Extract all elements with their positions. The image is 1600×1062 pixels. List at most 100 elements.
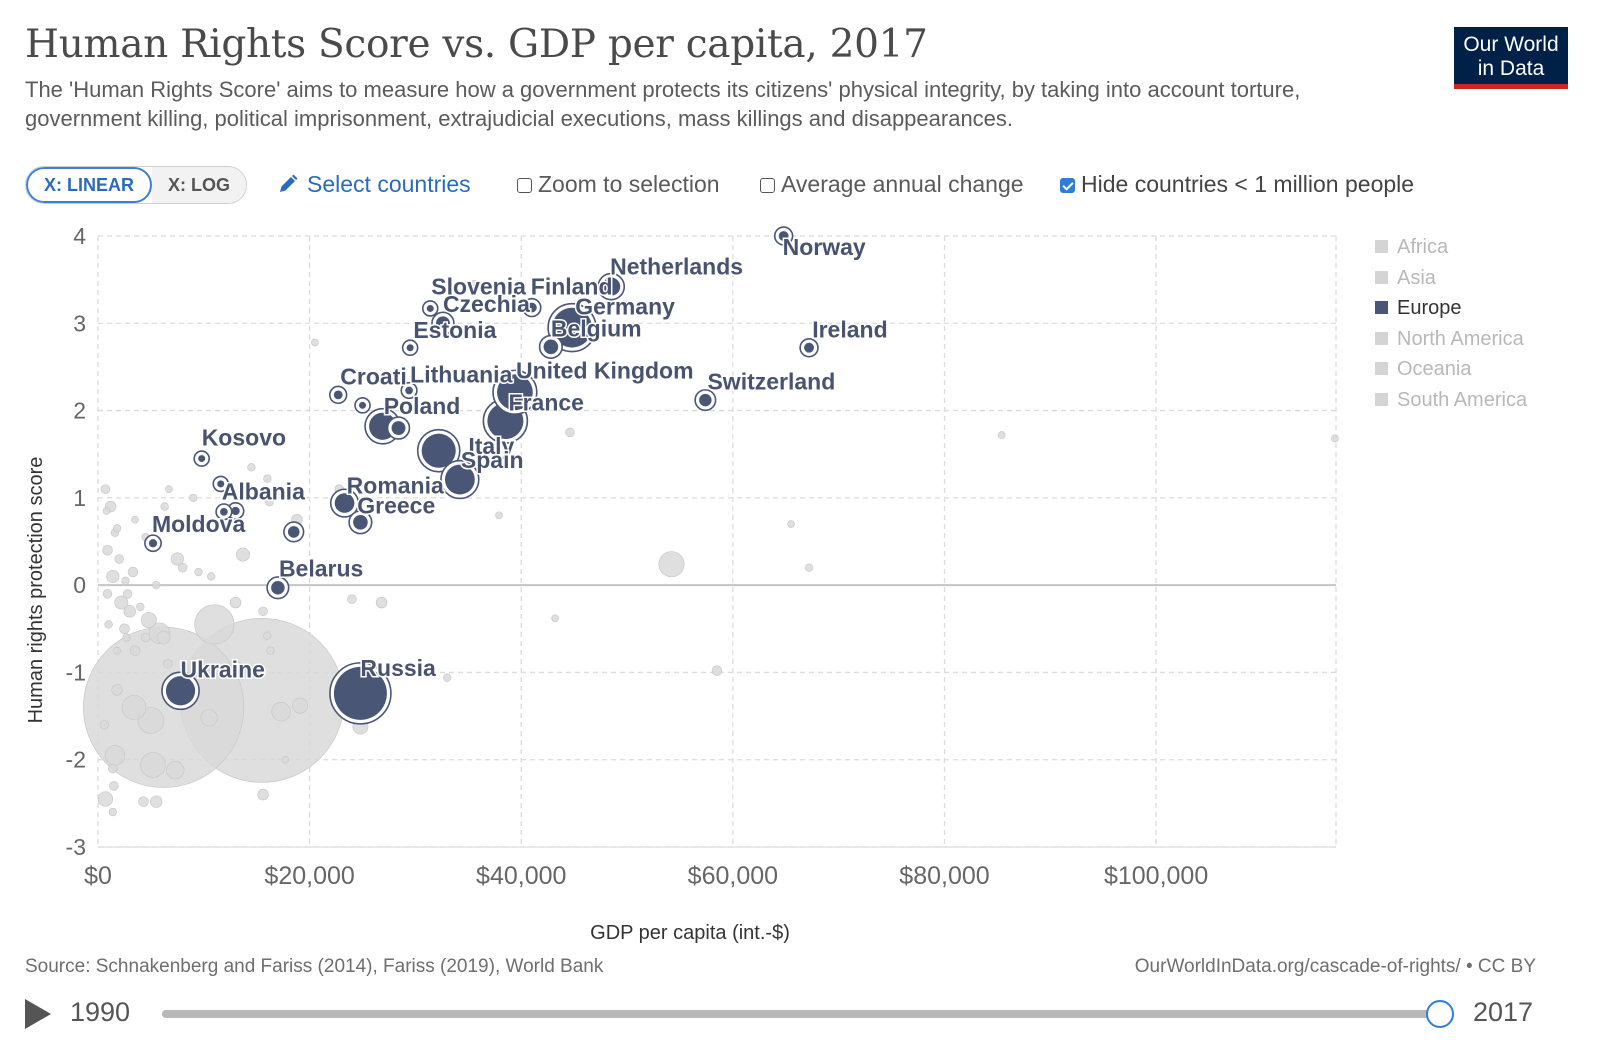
- country-label: Belarus: [279, 555, 363, 581]
- select-countries-button[interactable]: Select countries: [277, 166, 471, 202]
- background-point: [129, 645, 141, 656]
- legend-item-south-america[interactable]: South America: [1375, 385, 1527, 416]
- country-label: Czechia: [443, 291, 530, 317]
- country-label: Russia: [360, 655, 436, 681]
- background-point: [263, 474, 272, 483]
- background-point: [111, 684, 123, 696]
- zoom-to-selection-toggle[interactable]: Zoom to selection: [517, 166, 720, 202]
- country-point[interactable]: [165, 676, 196, 706]
- country-point[interactable]: [391, 421, 406, 435]
- source-note[interactable]: Source: Schnakenberg and Fariss (2014), …: [25, 956, 604, 977]
- country-label: Italy: [468, 433, 514, 459]
- country-label: United Kingdom: [516, 357, 694, 383]
- timeline-track[interactable]: [162, 1010, 1440, 1018]
- background-point: [177, 562, 188, 573]
- country-point[interactable]: [271, 580, 285, 595]
- country-label: Lithuania: [410, 362, 512, 388]
- background-point: [136, 602, 145, 612]
- owid-logo[interactable]: Our World in Data: [1454, 27, 1568, 89]
- country-point[interactable]: [602, 277, 621, 296]
- country-point[interactable]: [217, 480, 225, 488]
- country-point[interactable]: [804, 342, 814, 353]
- x-tick-label: $0: [84, 862, 112, 890]
- legend-item-africa[interactable]: Africa: [1375, 232, 1527, 263]
- country-point[interactable]: [405, 386, 413, 395]
- legend-swatch: [1375, 301, 1388, 314]
- y-tick-label: 2: [73, 398, 86, 424]
- country-point[interactable]: [421, 433, 456, 468]
- background-point: [495, 511, 503, 520]
- background-point: [281, 755, 290, 764]
- credit-link[interactable]: OurWorldInData.org/cascade-of-rights/ • …: [1134, 956, 1536, 977]
- y-tick-label: -3: [66, 834, 86, 860]
- country-point[interactable]: [359, 401, 367, 409]
- background-point: [131, 515, 139, 524]
- legend-label: Oceania: [1397, 358, 1472, 380]
- background-point: [257, 788, 269, 801]
- average-change-label: Average annual change: [781, 171, 1024, 197]
- legend-item-north-america[interactable]: North America: [1375, 324, 1527, 355]
- background-point: [99, 720, 110, 730]
- country-point[interactable]: [353, 515, 368, 530]
- background-point: [443, 673, 452, 682]
- chart-title: Human Rights Score vs. GDP per capita, 2…: [25, 22, 928, 67]
- country-point[interactable]: [444, 464, 475, 495]
- x-log-button[interactable]: X: LOG: [152, 167, 246, 203]
- legend-label: Europe: [1397, 297, 1462, 319]
- background-point: [122, 589, 133, 599]
- country-label: Albania: [222, 479, 305, 505]
- country-point[interactable]: [198, 455, 206, 463]
- country-point[interactable]: [148, 539, 158, 548]
- timeline-handle[interactable]: [1426, 1000, 1454, 1028]
- country-point[interactable]: [778, 231, 789, 241]
- average-change-checkbox[interactable]: [760, 178, 775, 193]
- background-point: [160, 502, 169, 511]
- hide-small-label: Hide countries < 1 million people: [1081, 171, 1415, 197]
- background-point: [102, 589, 113, 599]
- x-tick-label: $20,000: [264, 862, 354, 890]
- legend-label: Africa: [1397, 236, 1449, 258]
- country-point[interactable]: [334, 493, 355, 513]
- country-label: Ireland: [812, 316, 887, 342]
- background-point: [106, 569, 120, 583]
- x-linear-button[interactable]: X: LINEAR: [26, 167, 152, 203]
- hide-small-countries-toggle[interactable]: Hide countries < 1 million people: [1060, 166, 1414, 202]
- legend-swatch: [1375, 392, 1388, 406]
- legend-item-asia[interactable]: Asia: [1375, 263, 1527, 294]
- background-point: [140, 752, 166, 778]
- hide-small-checkbox[interactable]: [1060, 178, 1075, 193]
- country-point[interactable]: [497, 374, 533, 411]
- country-point[interactable]: [287, 526, 300, 538]
- background-point: [375, 596, 388, 609]
- country-point[interactable]: [435, 316, 450, 331]
- legend-item-europe[interactable]: Europe: [1375, 293, 1527, 324]
- country-point[interactable]: [333, 666, 387, 720]
- country-point[interactable]: [231, 506, 240, 516]
- zoom-checkbox[interactable]: [517, 178, 532, 193]
- country-point[interactable]: [543, 339, 559, 355]
- background-point: [170, 552, 184, 566]
- country-point[interactable]: [220, 508, 228, 516]
- play-icon[interactable]: [25, 999, 51, 1029]
- y-axis-label: Human rights protection score: [25, 457, 47, 724]
- country-point[interactable]: [406, 344, 414, 352]
- timeline-fill: [162, 1010, 1440, 1018]
- country-point[interactable]: [699, 393, 712, 407]
- background-point: [119, 623, 130, 635]
- background-point: [121, 694, 147, 720]
- country-point[interactable]: [552, 307, 592, 348]
- background-point: [551, 614, 559, 623]
- average-annual-change-toggle[interactable]: Average annual change: [760, 166, 1024, 202]
- axis-ticks: -3 -2 -1 0 1 2 3 4 $0 $20,000 $40,000 $60,000 $80,00…: [66, 223, 1209, 890]
- country-point[interactable]: [426, 304, 434, 312]
- legend-item-oceania[interactable]: Oceania: [1375, 354, 1527, 385]
- gridlines: [97, 235, 1337, 848]
- y-tick-label: 0: [73, 572, 86, 598]
- country-point[interactable]: [333, 390, 343, 400]
- background-point: [347, 594, 357, 604]
- scatter-chart: -3 -2 -1 0 1 2 3 4 $0 $20,000 $40,000 $60,000 $80,00…: [25, 223, 1339, 944]
- country-label: Ukraine: [181, 657, 265, 683]
- country-label: Romania: [347, 472, 444, 498]
- country-point[interactable]: [526, 302, 537, 313]
- legend-label: South America: [1397, 388, 1528, 411]
